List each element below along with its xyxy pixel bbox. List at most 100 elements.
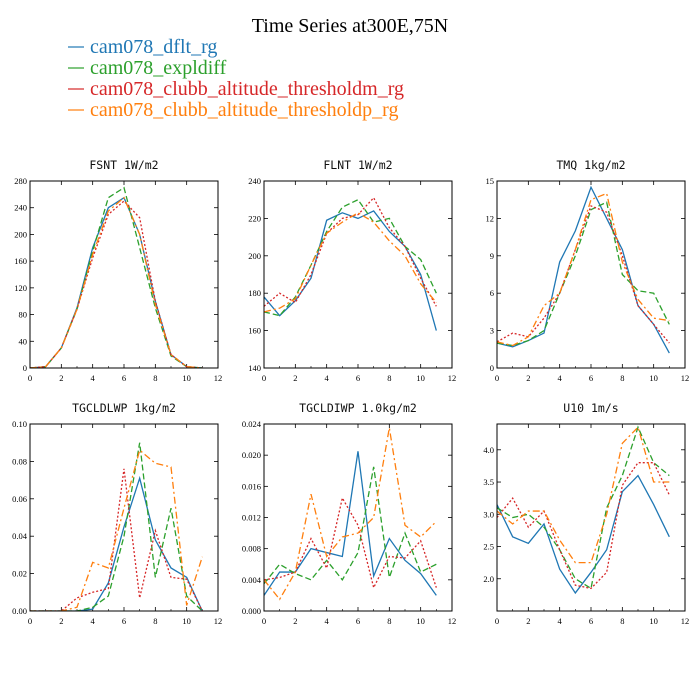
x-tick-label: 10 bbox=[416, 373, 425, 383]
series-line bbox=[30, 196, 203, 368]
series-line bbox=[497, 205, 670, 344]
legend-label: cam078_clubb_altitude_thresholdm_rg bbox=[90, 78, 404, 100]
series-line bbox=[264, 196, 437, 307]
x-tick-label: 0 bbox=[28, 616, 32, 626]
x-tick-label: 6 bbox=[356, 373, 360, 383]
y-tick-label: 0.10 bbox=[12, 419, 27, 429]
plot-frame bbox=[496, 423, 686, 612]
x-tick-label: 12 bbox=[681, 616, 690, 626]
x-tick-label: 8 bbox=[387, 616, 391, 626]
plot-frame bbox=[496, 180, 686, 369]
panel: TGCLDIWP 1.0kg/m2 0 2 4 6 8 10 12 0.000 0.004 0.00… bbox=[242, 401, 456, 626]
panel: FLNT 1W/m2 0 2 4 6 8 10 12 140 160 180 200 220 240 bbox=[248, 158, 456, 383]
x-tick-label: 8 bbox=[620, 616, 624, 626]
panel-title: TMQ 1kg/m2 bbox=[556, 158, 625, 172]
x-tick-label: 8 bbox=[387, 373, 391, 383]
y-tick-label: 0.04 bbox=[12, 531, 28, 541]
series-line bbox=[30, 468, 203, 611]
y-tick-label: 200 bbox=[14, 229, 27, 239]
x-tick-label: 2 bbox=[293, 373, 297, 383]
x-tick-label: 8 bbox=[153, 616, 157, 626]
y-tick-label: 0.08 bbox=[12, 456, 27, 466]
series-line bbox=[264, 466, 437, 585]
y-tick-label: 3 bbox=[490, 326, 494, 336]
x-tick-label: 4 bbox=[558, 373, 563, 383]
x-tick-label: 4 bbox=[91, 373, 96, 383]
y-tick-label: 3.5 bbox=[483, 477, 494, 487]
series-line bbox=[30, 442, 203, 611]
x-tick-label: 8 bbox=[620, 373, 624, 383]
y-tick-label: 2.5 bbox=[483, 542, 494, 552]
plot-frame bbox=[263, 180, 453, 369]
x-tick-label: 12 bbox=[214, 616, 223, 626]
series-line bbox=[264, 496, 437, 590]
plot-frame bbox=[29, 423, 219, 612]
panel: U10 1m/s 0 2 4 6 8 10 12 2.0 2.5 3.0 3.5 4.0 bbox=[483, 401, 689, 626]
y-tick-label: 0 bbox=[490, 363, 494, 373]
panel-title: FLNT 1W/m2 bbox=[323, 158, 392, 172]
y-tick-label: 0.012 bbox=[242, 513, 261, 523]
y-tick-label: 200 bbox=[248, 251, 261, 261]
series-line bbox=[30, 475, 203, 611]
x-tick-label: 2 bbox=[293, 616, 297, 626]
y-tick-label: 0.000 bbox=[242, 606, 261, 616]
x-tick-label: 8 bbox=[153, 373, 157, 383]
panel-title: U10 1m/s bbox=[563, 401, 618, 415]
x-tick-label: 12 bbox=[448, 373, 457, 383]
y-tick-label: 240 bbox=[248, 176, 261, 186]
x-tick-label: 12 bbox=[448, 616, 457, 626]
y-tick-label: 9 bbox=[490, 251, 494, 261]
y-tick-label: 280 bbox=[14, 176, 27, 186]
plot-frame bbox=[263, 423, 453, 612]
x-tick-label: 6 bbox=[122, 616, 126, 626]
series-line bbox=[497, 474, 670, 595]
x-tick-label: 2 bbox=[59, 616, 63, 626]
y-tick-label: 2.0 bbox=[483, 574, 494, 584]
figure-title: Time Series at300E,75N bbox=[252, 15, 448, 37]
y-tick-label: 0.020 bbox=[242, 450, 261, 460]
y-tick-label: 80 bbox=[19, 310, 28, 320]
legend-label: cam078_clubb_altitude_thresholdp_rg bbox=[90, 99, 398, 121]
y-tick-label: 3.0 bbox=[483, 509, 494, 519]
x-tick-label: 6 bbox=[589, 616, 593, 626]
y-tick-label: 4.0 bbox=[483, 445, 494, 455]
series-line bbox=[497, 201, 670, 347]
x-tick-label: 4 bbox=[325, 373, 330, 383]
series-line bbox=[30, 196, 203, 368]
y-tick-label: 0.00 bbox=[12, 606, 27, 616]
y-tick-label: 15 bbox=[486, 176, 495, 186]
x-tick-label: 6 bbox=[122, 373, 126, 383]
x-tick-label: 10 bbox=[649, 373, 658, 383]
series-line bbox=[30, 449, 203, 611]
series-line bbox=[497, 425, 670, 564]
x-tick-label: 12 bbox=[214, 373, 223, 383]
x-tick-label: 10 bbox=[416, 616, 425, 626]
y-tick-label: 220 bbox=[248, 213, 261, 223]
x-tick-label: 2 bbox=[526, 373, 530, 383]
y-tick-label: 40 bbox=[19, 336, 28, 346]
y-tick-label: 6 bbox=[490, 288, 494, 298]
panel-title: TGCLDLWP 1kg/m2 bbox=[72, 401, 176, 415]
x-tick-label: 12 bbox=[681, 373, 690, 383]
series-line bbox=[264, 451, 437, 596]
y-tick-label: 240 bbox=[14, 203, 27, 213]
panel-title: TGCLDIWP 1.0kg/m2 bbox=[299, 401, 417, 415]
y-tick-label: 0.02 bbox=[12, 569, 27, 579]
y-tick-label: 160 bbox=[248, 326, 261, 336]
y-tick-label: 0.06 bbox=[12, 494, 27, 504]
legend-label: cam078_expldiff bbox=[90, 57, 227, 79]
y-tick-label: 120 bbox=[14, 283, 27, 293]
x-tick-label: 4 bbox=[325, 616, 330, 626]
x-tick-label: 0 bbox=[262, 616, 266, 626]
series-line bbox=[264, 212, 437, 313]
y-tick-label: 12 bbox=[486, 213, 495, 223]
series-line bbox=[497, 425, 670, 590]
series-line bbox=[264, 210, 437, 331]
panel-title: FSNT 1W/m2 bbox=[89, 158, 158, 172]
y-tick-label: 0.016 bbox=[242, 481, 261, 491]
y-tick-label: 0.004 bbox=[242, 575, 262, 585]
x-tick-label: 2 bbox=[59, 373, 63, 383]
legend-label: cam078_dflt_rg bbox=[90, 36, 217, 58]
